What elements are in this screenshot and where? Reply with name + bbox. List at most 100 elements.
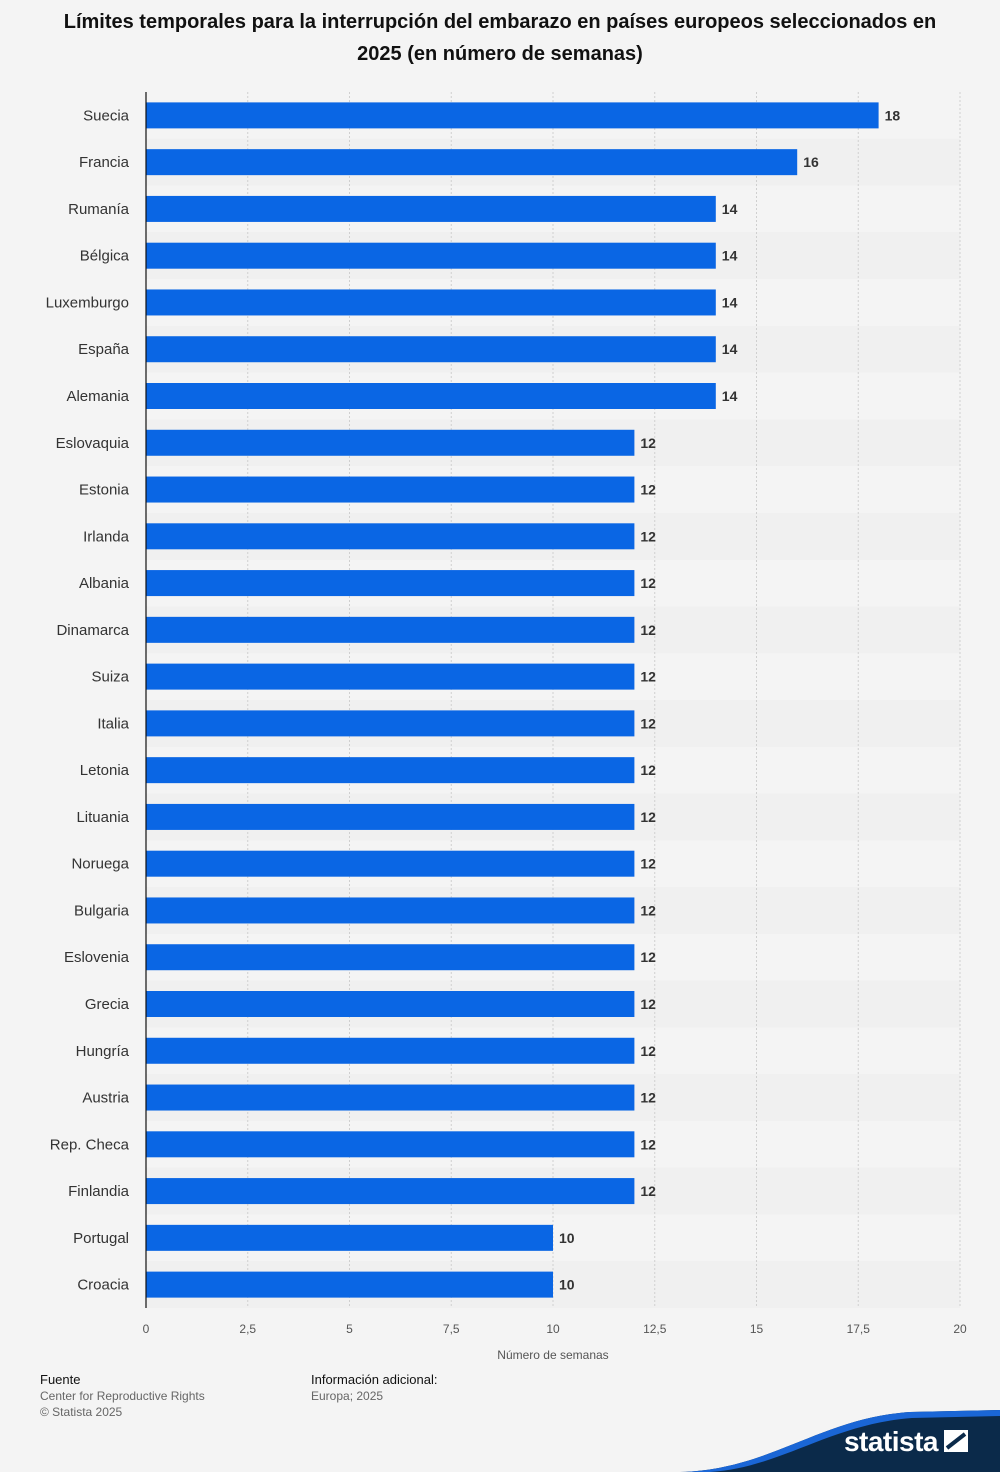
- bar[interactable]: [146, 1037, 635, 1064]
- brand-wave: [680, 1410, 1000, 1472]
- category-label: Luxemburgo: [46, 294, 129, 311]
- category-label: Lituania: [76, 809, 129, 826]
- statista-logo-area[interactable]: statista: [680, 1410, 1000, 1472]
- x-tick-label: 15: [750, 1322, 764, 1336]
- value-label: 10: [559, 1230, 575, 1246]
- bar[interactable]: [146, 1271, 553, 1298]
- category-label: Finlandia: [68, 1183, 130, 1200]
- chart-title: Límites temporales para la interrupción …: [63, 11, 937, 65]
- x-tick-label: 17,5: [847, 1322, 871, 1336]
- x-tick-label: 12,5: [643, 1322, 667, 1336]
- value-label: 12: [640, 949, 656, 965]
- info-block: Información adicional: Europa; 2025: [311, 1372, 437, 1404]
- bar[interactable]: [146, 195, 716, 222]
- bar[interactable]: [146, 757, 635, 784]
- bar[interactable]: [146, 1084, 635, 1111]
- x-tick-label: 10: [546, 1322, 560, 1336]
- bar[interactable]: [146, 523, 635, 550]
- category-label: Eslovaquia: [56, 435, 130, 452]
- category-label: Bulgaria: [74, 902, 130, 919]
- category-label: Bélgica: [80, 248, 130, 265]
- category-label: España: [78, 341, 130, 358]
- bar[interactable]: [146, 289, 716, 316]
- value-label: 18: [885, 107, 901, 123]
- value-label: 12: [640, 1043, 656, 1059]
- statista-logo-text: statista: [843, 1426, 939, 1457]
- category-label: Letonia: [80, 762, 130, 779]
- category-label: Italia: [97, 715, 129, 732]
- category-label: Alemania: [66, 388, 129, 405]
- x-tick-label: 5: [346, 1322, 353, 1336]
- value-label: 14: [722, 294, 738, 310]
- category-label: Albania: [79, 575, 130, 592]
- category-label: Estonia: [79, 482, 130, 499]
- x-tick-label: 0: [143, 1322, 150, 1336]
- category-label: Suiza: [91, 669, 129, 686]
- x-axis-title: Número de semanas: [497, 1348, 608, 1362]
- category-label: Noruega: [71, 856, 129, 873]
- category-label: Croacia: [77, 1277, 129, 1294]
- bar[interactable]: [146, 616, 635, 643]
- bar[interactable]: [146, 570, 635, 597]
- source-block: Fuente Center for Reproductive Rights © …: [40, 1372, 205, 1420]
- category-label: Grecia: [85, 996, 130, 1013]
- category-label: Rep. Checa: [50, 1136, 130, 1153]
- category-label: Austria: [82, 1090, 129, 1107]
- bar[interactable]: [146, 149, 798, 176]
- value-label: 12: [640, 996, 656, 1012]
- bar[interactable]: [146, 710, 635, 737]
- value-label: 12: [640, 435, 656, 451]
- statista-logo-icon: [944, 1430, 968, 1452]
- source-link[interactable]: Center for Reproductive Rights: [40, 1389, 205, 1403]
- value-label: 14: [722, 201, 738, 217]
- value-label: 12: [640, 528, 656, 544]
- x-tick-label: 2,5: [239, 1322, 256, 1336]
- bar[interactable]: [146, 850, 635, 877]
- value-label: 14: [722, 248, 738, 264]
- x-tick-label: 20: [953, 1322, 967, 1336]
- copyright-text: © Statista 2025: [40, 1405, 123, 1419]
- bar[interactable]: [146, 1178, 635, 1205]
- value-label: 14: [722, 341, 738, 357]
- value-label: 12: [640, 669, 656, 685]
- value-label: 12: [640, 575, 656, 591]
- source-heading: Fuente: [40, 1372, 81, 1387]
- value-label: 16: [803, 154, 819, 170]
- value-label: 12: [640, 762, 656, 778]
- info-text: Europa; 2025: [311, 1389, 384, 1403]
- value-label: 12: [640, 1183, 656, 1199]
- bar[interactable]: [146, 897, 635, 924]
- bar[interactable]: [146, 429, 635, 456]
- bar[interactable]: [146, 803, 635, 830]
- category-label: Hungría: [76, 1043, 130, 1060]
- category-label: Irlanda: [83, 528, 130, 545]
- value-label: 12: [640, 715, 656, 731]
- value-label: 12: [640, 856, 656, 872]
- bar[interactable]: [146, 476, 635, 503]
- category-label: Portugal: [73, 1230, 129, 1247]
- category-label: Suecia: [83, 107, 130, 124]
- bar[interactable]: [146, 383, 716, 409]
- value-label: 12: [640, 622, 656, 638]
- value-label: 12: [640, 482, 656, 498]
- category-label: Francia: [79, 154, 130, 171]
- category-label: Eslovenia: [64, 949, 130, 966]
- bar[interactable]: [146, 944, 635, 971]
- bar[interactable]: [146, 991, 635, 1017]
- bar[interactable]: [146, 242, 716, 269]
- value-label: 10: [559, 1277, 575, 1293]
- value-label: 12: [640, 1136, 656, 1152]
- bar[interactable]: [146, 1131, 635, 1158]
- info-heading: Información adicional:: [311, 1372, 438, 1387]
- bar[interactable]: [146, 102, 879, 129]
- bar[interactable]: [146, 663, 635, 690]
- bar-chart: Suecia 18 Francia 16 Rumanía 14 Bélgica 14 Luxem…: [46, 92, 967, 1362]
- bar[interactable]: [146, 336, 716, 363]
- bar[interactable]: [146, 1224, 553, 1251]
- x-tick-label: 7,5: [443, 1322, 460, 1336]
- value-label: 12: [640, 1090, 656, 1106]
- category-label: Rumanía: [68, 201, 130, 218]
- value-label: 12: [640, 902, 656, 918]
- value-label: 12: [640, 809, 656, 825]
- category-label: Dinamarca: [56, 622, 129, 639]
